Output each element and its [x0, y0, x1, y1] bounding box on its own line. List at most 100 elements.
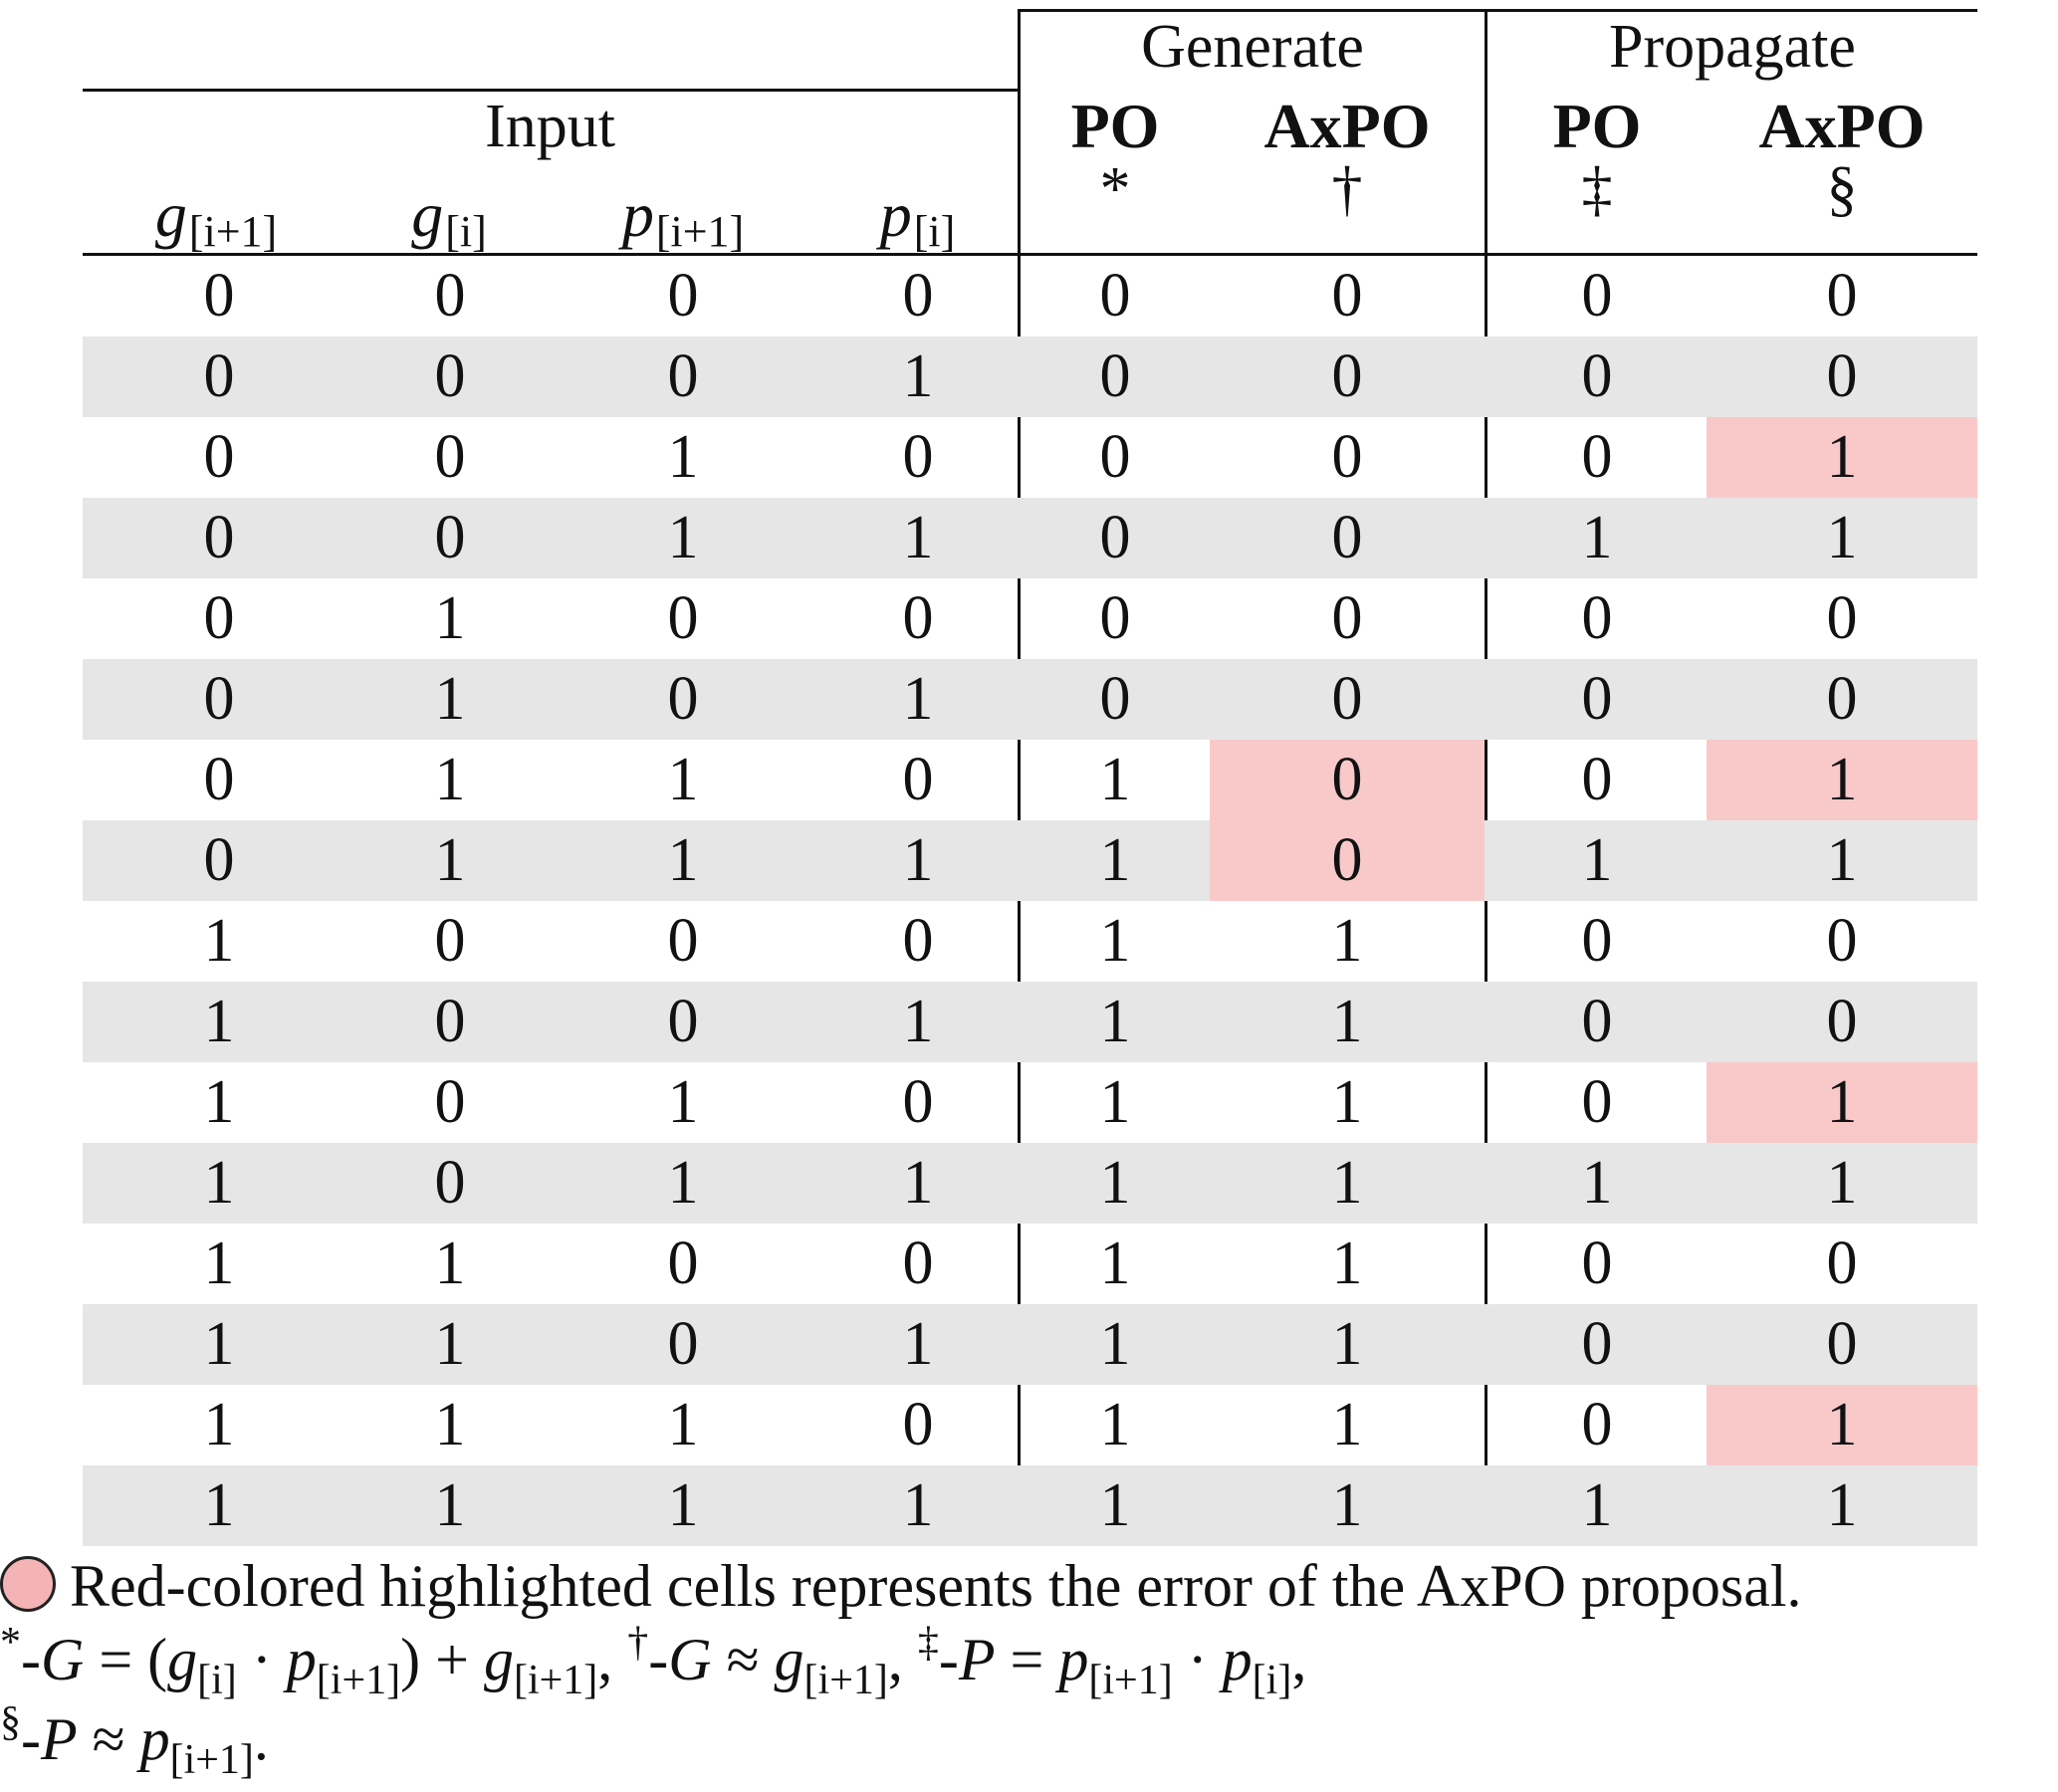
- table-cell-p-next: 1: [667, 1068, 699, 1136]
- table-cell-p-next: 0: [667, 1310, 699, 1378]
- table-cell-g-next: 0: [203, 665, 235, 733]
- header-generate-po-symbol: *: [1099, 154, 1131, 223]
- footnote-line-1: *-G = (g[i] · p[i+1]) + g[i+1], †-G ≈ g[…: [0, 1620, 1307, 1703]
- table-cell-g-cur: 1: [434, 584, 466, 652]
- header-col-p-cur: p [i]: [817, 177, 1018, 256]
- rule-vertical-generate: [1018, 9, 1021, 1543]
- table-cell-g-cur: 0: [434, 342, 466, 410]
- formula-G: G: [40, 1627, 85, 1692]
- table-cell-g-cur: 1: [434, 665, 466, 733]
- row-stripe: [83, 336, 1977, 417]
- rule-top-right: [1018, 9, 1977, 12]
- table-cell-prop-po: 0: [1581, 1068, 1613, 1136]
- error-highlight: [1707, 1385, 1977, 1465]
- table-cell-gen-po: 1: [1099, 826, 1131, 894]
- table-cell-g-next: 1: [203, 988, 235, 1055]
- table-cell-prop-po: 0: [1581, 342, 1613, 410]
- footnote-star-mark: *: [0, 1620, 21, 1666]
- table-cell-g-next: 0: [203, 746, 235, 813]
- table-cell-gen-axpo: 0: [1331, 584, 1363, 652]
- table-cell-p-cur: 0: [902, 423, 934, 491]
- header-col-p-cur-sub: [i]: [913, 206, 956, 256]
- table-cell-p-next: 1: [667, 423, 699, 491]
- table-cell-p-cur: 0: [902, 1391, 934, 1458]
- table-cell-p-cur: 1: [902, 665, 934, 733]
- table-cell-g-cur: 0: [434, 988, 466, 1055]
- table-cell-prop-axpo: 0: [1826, 665, 1858, 733]
- table-cell-g-next: 0: [203, 584, 235, 652]
- header-generate-axpo: AxPO: [1263, 91, 1431, 161]
- red-circle-icon: [0, 1556, 56, 1612]
- table-cell-gen-axpo: 1: [1331, 1149, 1363, 1217]
- table-cell-p-next: 0: [667, 907, 699, 975]
- table-cell-p-cur: 1: [902, 1310, 934, 1378]
- table-cell-gen-po: 1: [1099, 1471, 1131, 1539]
- table-cell-p-cur: 0: [902, 1068, 934, 1136]
- table-cell-gen-axpo: 0: [1331, 504, 1363, 571]
- header-generate-po: PO: [1070, 91, 1160, 161]
- error-highlight: [1210, 820, 1485, 901]
- table-cell-p-cur: 1: [902, 1471, 934, 1539]
- table-cell-g-cur: 1: [434, 1391, 466, 1458]
- table-cell-g-cur: 1: [434, 1471, 466, 1539]
- legend-note: Red-colored highlighted cells represents…: [0, 1556, 1802, 1616]
- table-cell-p-cur: 1: [902, 504, 934, 571]
- table-cell-p-cur: 0: [902, 907, 934, 975]
- table-cell-p-next: 0: [667, 342, 699, 410]
- header-col-p-next-sub: [i+1]: [655, 206, 745, 256]
- table-cell-prop-po: 1: [1581, 1149, 1613, 1217]
- header-col-g-cur-sub: [i]: [445, 206, 487, 256]
- table-cell-gen-po: 1: [1099, 988, 1131, 1055]
- table-cell-g-next: 0: [203, 826, 235, 894]
- table-cell-prop-po: 1: [1581, 826, 1613, 894]
- table-cell-g-cur: 1: [434, 826, 466, 894]
- table-cell-p-next: 0: [667, 988, 699, 1055]
- table-cell-g-cur: 1: [434, 746, 466, 813]
- header-col-p-next: p [i+1]: [549, 177, 817, 256]
- table-cell-prop-po: 0: [1581, 746, 1613, 813]
- table-cell-prop-axpo: 0: [1826, 1310, 1858, 1378]
- header-propagate: Propagate: [1609, 12, 1856, 81]
- table-cell-gen-po: 0: [1099, 504, 1131, 571]
- table-cell-g-next: 1: [203, 1391, 235, 1458]
- table-cell-gen-po: 0: [1099, 262, 1131, 330]
- table-cell-gen-po: 0: [1099, 584, 1131, 652]
- table-cell-gen-axpo: 0: [1331, 746, 1363, 813]
- table-cell-gen-po: 1: [1099, 1068, 1131, 1136]
- rule-header-bottom: [83, 253, 1977, 256]
- row-stripe: [83, 498, 1977, 578]
- table-cell-gen-po: 1: [1099, 907, 1131, 975]
- table-cell-g-next: 1: [203, 907, 235, 975]
- table-cell-prop-po: 0: [1581, 584, 1613, 652]
- row-stripe: [83, 1465, 1977, 1546]
- table-cell-prop-po: 0: [1581, 423, 1613, 491]
- error-highlight: [1707, 1062, 1977, 1143]
- table-cell-g-cur: 0: [434, 504, 466, 571]
- table-cell-gen-axpo: 1: [1331, 1391, 1363, 1458]
- rule-vertical-propagate: [1485, 9, 1487, 1543]
- table-cell-prop-axpo: 0: [1826, 262, 1858, 330]
- table-cell-gen-axpo: 1: [1331, 1230, 1363, 1297]
- table-cell-prop-po: 0: [1581, 1230, 1613, 1297]
- table-cell-gen-axpo: 1: [1331, 988, 1363, 1055]
- header-generate-axpo-symbol: †: [1331, 154, 1363, 223]
- table-cell-p-cur: 1: [902, 826, 934, 894]
- table-cell-gen-po: 1: [1099, 746, 1131, 813]
- table-cell-prop-po: 0: [1581, 665, 1613, 733]
- table-cell-p-cur: 0: [902, 262, 934, 330]
- table-cell-gen-po: 1: [1099, 1391, 1131, 1458]
- table-cell-g-cur: 1: [434, 1230, 466, 1297]
- table-cell-prop-axpo: 0: [1826, 342, 1858, 410]
- table-cell-gen-axpo: 1: [1331, 1068, 1363, 1136]
- table-cell-g-next: 0: [203, 423, 235, 491]
- table-cell-g-next: 1: [203, 1310, 235, 1378]
- header-generate: Generate: [1141, 12, 1364, 81]
- header-col-g-next-sub: [i+1]: [188, 206, 278, 256]
- table-cell-p-next: 1: [667, 1391, 699, 1458]
- table-cell-gen-axpo: 1: [1331, 907, 1363, 975]
- table-cell-p-next: 1: [667, 504, 699, 571]
- table-cell-p-next: 1: [667, 826, 699, 894]
- table-cell-g-cur: 0: [434, 1149, 466, 1217]
- table-cell-p-next: 0: [667, 665, 699, 733]
- row-stripe: [83, 1304, 1977, 1385]
